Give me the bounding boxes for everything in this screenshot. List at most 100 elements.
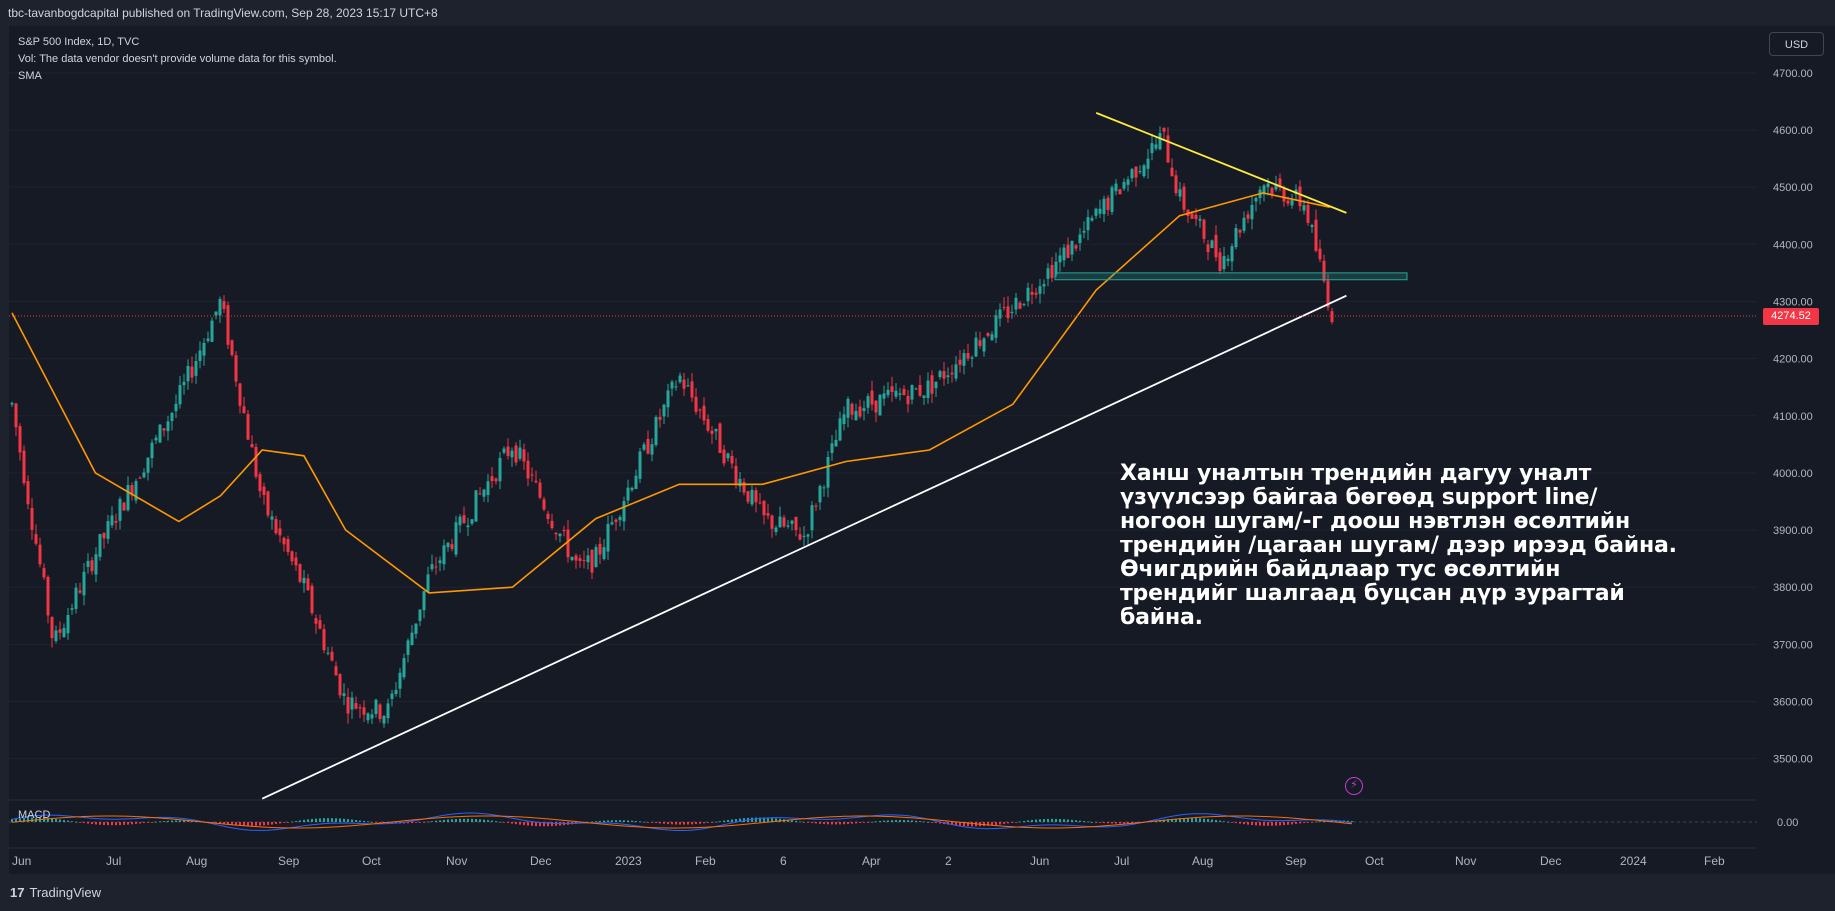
currency-button[interactable]: USD: [1769, 32, 1824, 56]
candle-body: [158, 424, 162, 443]
macd-histogram-bar: [731, 819, 733, 822]
candle-body: [1026, 287, 1030, 302]
candle-body: [342, 693, 346, 697]
candle-body: [534, 480, 538, 483]
macd-histogram-bar: [183, 820, 185, 822]
candle-body: [1090, 218, 1094, 221]
candle-body: [270, 516, 274, 520]
candle-body: [218, 299, 222, 316]
candle-body: [526, 460, 530, 479]
macd-histogram-bar: [607, 820, 609, 822]
macd-histogram-bar: [1099, 822, 1101, 823]
candle-body: [146, 457, 150, 473]
brand-label: TradingView: [29, 885, 102, 900]
macd-histogram-bar: [807, 822, 809, 823]
candle-body: [414, 623, 418, 634]
candle-body: [1322, 260, 1326, 282]
macd-histogram-bar: [763, 817, 765, 822]
candle-body: [1018, 302, 1022, 309]
candle-body: [878, 394, 882, 416]
macd-histogram-bar: [1215, 820, 1217, 822]
candle-body: [834, 439, 838, 447]
macd-histogram-bar: [175, 820, 177, 822]
macd-histogram-bar: [1191, 818, 1193, 822]
candle-body: [326, 652, 330, 654]
candle-body: [594, 547, 598, 568]
candle-body: [62, 628, 66, 637]
candle-body: [570, 557, 574, 561]
tv-logo-icon: 17: [10, 885, 25, 900]
candle-body: [786, 525, 790, 527]
lightning-icon[interactable]: ⚡: [1345, 777, 1363, 795]
macd-histogram-bar: [359, 820, 361, 822]
x-tick-label: Oct: [362, 854, 381, 868]
candle-body: [198, 350, 202, 361]
candle-body: [1002, 307, 1006, 309]
macd-histogram-bar: [971, 822, 973, 827]
macd-histogram-bar: [1247, 822, 1249, 825]
candle-body: [954, 364, 958, 379]
candle-body: [454, 522, 458, 555]
candle-body: [1042, 284, 1046, 287]
candle-body: [262, 486, 266, 495]
y-tick-label: 3600.00: [1773, 697, 1813, 709]
macd-histogram-bar: [915, 820, 917, 822]
macd-histogram-bar: [755, 817, 757, 822]
macd-histogram-bar: [43, 817, 45, 822]
macd-histogram-bar: [615, 820, 617, 822]
candle-body: [558, 533, 562, 537]
macd-histogram-bar: [335, 818, 337, 822]
candle-body: [350, 697, 354, 710]
macd-histogram-bar: [1311, 822, 1313, 823]
candle-body: [1266, 183, 1270, 188]
macd-histogram-bar: [239, 822, 241, 826]
macd-histogram-bar: [839, 822, 841, 825]
macd-histogram-bar: [355, 819, 357, 822]
macd-histogram-bar: [243, 822, 245, 826]
candle-body: [86, 560, 90, 567]
macd-histogram-bar: [787, 819, 789, 822]
candle-body: [266, 491, 270, 516]
macd-histogram-bar: [131, 822, 133, 825]
candle-body: [810, 505, 814, 531]
y-tick-label: 4700.00: [1773, 68, 1813, 80]
macd-histogram-bar: [55, 819, 57, 822]
candle-body: [986, 333, 990, 336]
candle-body: [582, 560, 586, 562]
macd-histogram-bar: [671, 822, 673, 825]
macd-histogram-bar: [691, 822, 693, 825]
macd-histogram-bar: [143, 822, 145, 824]
macd-histogram-bar: [1235, 822, 1237, 824]
candle-body: [258, 474, 262, 492]
candle-body: [950, 372, 954, 375]
macd-histogram-bar: [303, 819, 305, 822]
macd-histogram-bar: [59, 819, 61, 822]
macd-histogram-bar: [419, 822, 421, 823]
candle-body: [806, 534, 810, 537]
candle-body: [638, 451, 642, 479]
macd-histogram-bar: [127, 822, 129, 825]
candle-body: [906, 395, 910, 405]
x-tick-label: Feb: [1704, 854, 1725, 868]
macd-histogram-bar: [503, 822, 505, 823]
candle-body: [602, 547, 606, 560]
candle-body: [94, 554, 98, 575]
macd-histogram-bar: [823, 822, 825, 825]
y-tick-label: 3900.00: [1773, 525, 1813, 537]
macd-histogram-bar: [739, 818, 741, 822]
macd-histogram-bar: [423, 822, 425, 823]
x-tick-label: Sep: [278, 854, 300, 868]
tradingview-logo[interactable]: 17 TradingView: [10, 885, 101, 900]
candle-body: [1094, 208, 1098, 216]
macd-histogram-bar: [455, 818, 457, 822]
macd-histogram-bar: [775, 818, 777, 822]
candle-body: [1030, 292, 1034, 295]
macd-histogram-bar: [1051, 818, 1053, 822]
candle-body: [314, 618, 318, 624]
x-tick-label: Aug: [186, 854, 207, 868]
y-tick-label: 4200.00: [1773, 354, 1813, 366]
candle-body: [1114, 183, 1118, 192]
candle-body: [922, 395, 926, 398]
chart-pane[interactable]: [9, 26, 1835, 874]
